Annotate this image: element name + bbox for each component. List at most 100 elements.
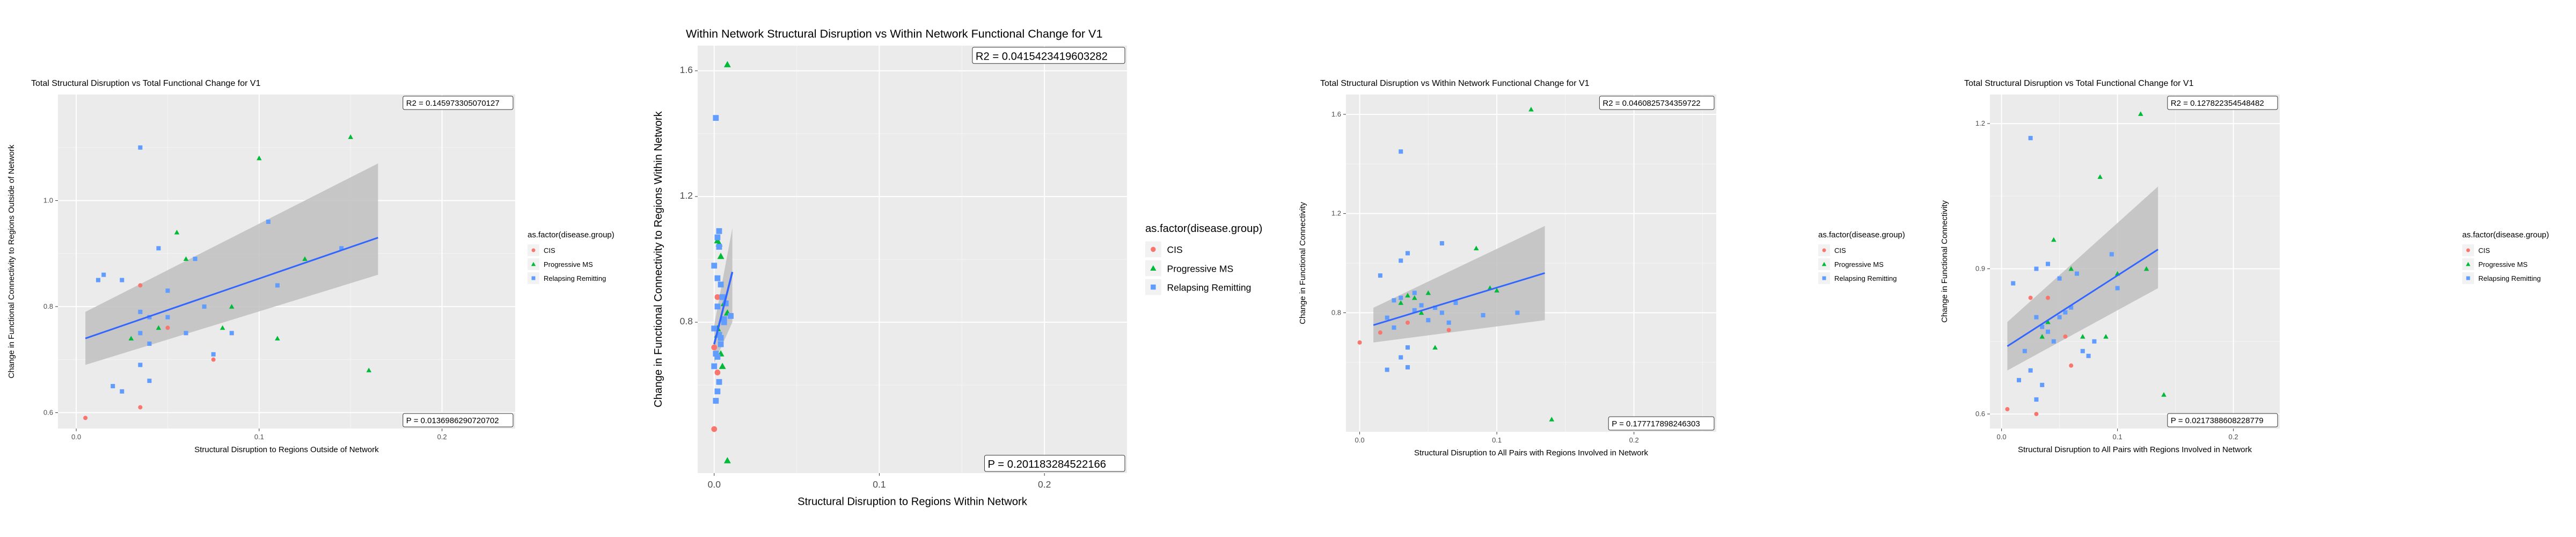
data-point bbox=[193, 257, 197, 262]
x-axis-title: Structural Disruption to All Pairs with … bbox=[2018, 445, 2252, 454]
legend-key-marker bbox=[2466, 276, 2470, 280]
data-point bbox=[1473, 245, 1479, 251]
legend-label: Relapsing Remitting bbox=[1167, 282, 1252, 293]
data-point bbox=[2068, 266, 2074, 271]
data-point bbox=[2063, 310, 2068, 315]
legend-key-marker bbox=[1822, 248, 1826, 252]
legend-label: Relapsing Remitting bbox=[2478, 274, 2541, 282]
series-relapsing-remitting bbox=[711, 115, 734, 404]
data-point bbox=[138, 362, 143, 367]
data-point bbox=[2057, 315, 2062, 320]
x-tick-label: 0.0 bbox=[708, 479, 721, 490]
data-point bbox=[1398, 300, 1404, 305]
data-point bbox=[718, 341, 724, 347]
data-point bbox=[1399, 258, 1403, 263]
legend-key-marker bbox=[1151, 284, 1156, 290]
r2-label: R2 = 0.127822354548482 bbox=[2167, 96, 2278, 110]
data-point bbox=[1494, 287, 1499, 293]
data-point bbox=[257, 155, 262, 161]
data-point bbox=[111, 384, 115, 389]
data-point bbox=[2034, 397, 2039, 402]
data-point bbox=[2051, 237, 2057, 242]
chart-title: Within Network Structural Disruption vs … bbox=[686, 27, 1102, 40]
confidence-band bbox=[2007, 186, 2158, 371]
p-value-label-box bbox=[2167, 413, 2278, 427]
data-point bbox=[716, 244, 722, 250]
data-point bbox=[1549, 417, 1555, 422]
confidence-band bbox=[85, 163, 378, 365]
data-point bbox=[711, 344, 718, 351]
y-tick-label: 0.8 bbox=[43, 302, 53, 310]
data-point bbox=[165, 288, 170, 293]
p-value-label: P = 0.0136986290720702 bbox=[402, 413, 514, 427]
legend-label: CIS bbox=[1834, 246, 1846, 255]
data-point bbox=[1425, 290, 1431, 295]
data-point bbox=[711, 263, 718, 269]
data-point bbox=[1446, 320, 1451, 325]
legend-title: as.factor(disease.group) bbox=[1145, 223, 1262, 235]
data-point bbox=[184, 331, 188, 336]
data-point bbox=[339, 246, 344, 251]
legend: as.factor(disease.group) CIS Progressive M… bbox=[2462, 230, 2549, 284]
data-point bbox=[128, 336, 134, 340]
data-point bbox=[2005, 407, 2010, 411]
data-point bbox=[2097, 174, 2103, 179]
data-point bbox=[266, 219, 270, 224]
legend: as.factor(disease.group) CIS Progressive M… bbox=[1145, 223, 1262, 295]
x-axis-title: Structural Disruption to Regions Within … bbox=[797, 496, 1028, 507]
x-tick-label: 0.2 bbox=[1038, 479, 1051, 490]
data-point bbox=[716, 332, 722, 338]
data-point bbox=[1406, 251, 1410, 256]
data-point bbox=[2040, 382, 2045, 387]
data-point bbox=[714, 388, 721, 395]
legend-label: Progressive MS bbox=[1167, 263, 1234, 274]
data-point bbox=[718, 281, 724, 288]
data-point bbox=[2115, 286, 2120, 291]
data-point bbox=[1399, 295, 1403, 300]
data-point bbox=[1392, 298, 1396, 303]
data-point bbox=[1406, 320, 1410, 325]
data-point bbox=[2109, 252, 2114, 257]
data-point bbox=[156, 325, 162, 330]
chart-panel-3: Total Structural Disruption vs Within Ne… bbox=[1298, 79, 1905, 458]
data-point bbox=[275, 283, 280, 288]
data-point bbox=[711, 363, 718, 369]
legend-item-relapsing-remitting: Relapsing Remitting bbox=[528, 272, 606, 284]
r2-label: R2 = 0.0415423419603282 bbox=[972, 47, 1125, 64]
confidence-band bbox=[1373, 226, 1545, 343]
data-point bbox=[229, 304, 235, 309]
x-tick-label: 0.2 bbox=[437, 433, 447, 441]
legend-label: CIS bbox=[544, 246, 555, 255]
data-point bbox=[1406, 345, 1410, 350]
data-point bbox=[2051, 339, 2056, 344]
y-tick-label: 0.6 bbox=[1975, 410, 1985, 418]
legend-item-progressive-ms: Progressive MS bbox=[1145, 260, 1233, 277]
p-value-label: P = 0.177717898246303 bbox=[1608, 416, 1715, 431]
x-tick-label: 0.2 bbox=[1629, 436, 1639, 444]
legend-key-marker bbox=[1150, 265, 1157, 271]
series-progressive-ms bbox=[1398, 106, 1555, 422]
chart-panel-1: Total Structural Disruption vs Total Fun… bbox=[7, 79, 614, 454]
data-point bbox=[147, 342, 152, 346]
x-tick-label: 0.1 bbox=[254, 433, 264, 441]
data-point bbox=[165, 315, 170, 320]
data-point bbox=[1412, 308, 1417, 313]
y-tick-label: 0.9 bbox=[1975, 265, 1985, 273]
r2-label: R2 = 0.145973305070127 bbox=[402, 96, 514, 110]
data-point bbox=[716, 228, 722, 234]
data-point bbox=[138, 145, 143, 150]
data-point bbox=[2034, 315, 2039, 320]
regression-line bbox=[1373, 272, 1545, 326]
data-point bbox=[1412, 291, 1417, 295]
y-axis-title: Change in Functional Connectivity to Reg… bbox=[7, 144, 16, 379]
p-value-label-box bbox=[984, 455, 1125, 472]
legend-label: Progressive MS bbox=[2478, 260, 2528, 268]
r2-label: R2 = 0.0460825734359722 bbox=[1599, 96, 1715, 110]
data-point bbox=[138, 331, 143, 336]
data-point bbox=[2028, 295, 2033, 300]
data-point bbox=[716, 379, 722, 385]
data-point bbox=[1399, 355, 1403, 360]
chart-title: Total Structural Disruption vs Total Fun… bbox=[1964, 79, 2194, 88]
data-point bbox=[713, 115, 719, 121]
p-value-label-box bbox=[1608, 416, 1715, 431]
